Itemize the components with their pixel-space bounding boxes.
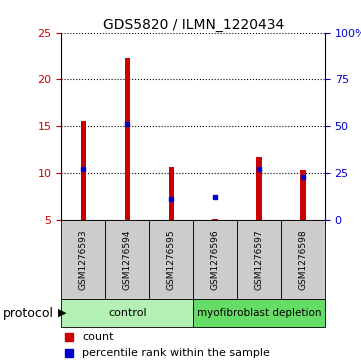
Text: protocol: protocol <box>3 307 54 319</box>
Bar <box>193 220 237 299</box>
Text: GSM1276596: GSM1276596 <box>210 229 219 290</box>
Bar <box>125 58 130 220</box>
Bar <box>237 220 281 299</box>
Title: GDS5820 / ILMN_1220434: GDS5820 / ILMN_1220434 <box>103 18 284 32</box>
Bar <box>149 220 193 299</box>
Bar <box>81 122 86 220</box>
Text: GSM1276594: GSM1276594 <box>123 229 132 290</box>
Text: GSM1276597: GSM1276597 <box>255 229 264 290</box>
Text: GSM1276598: GSM1276598 <box>299 229 308 290</box>
Bar <box>61 299 193 327</box>
Bar <box>281 220 325 299</box>
Bar <box>300 170 305 220</box>
Text: myofibroblast depletion: myofibroblast depletion <box>197 308 321 318</box>
Text: ▶: ▶ <box>58 308 66 318</box>
Text: control: control <box>108 308 147 318</box>
Bar <box>193 299 325 327</box>
Text: GSM1276595: GSM1276595 <box>167 229 176 290</box>
Bar <box>256 157 262 220</box>
Bar <box>61 220 105 299</box>
Bar <box>169 167 174 220</box>
Bar <box>105 220 149 299</box>
Bar <box>213 219 218 220</box>
Text: percentile rank within the sample: percentile rank within the sample <box>82 348 270 358</box>
Text: count: count <box>82 332 114 342</box>
Text: GSM1276593: GSM1276593 <box>79 229 88 290</box>
